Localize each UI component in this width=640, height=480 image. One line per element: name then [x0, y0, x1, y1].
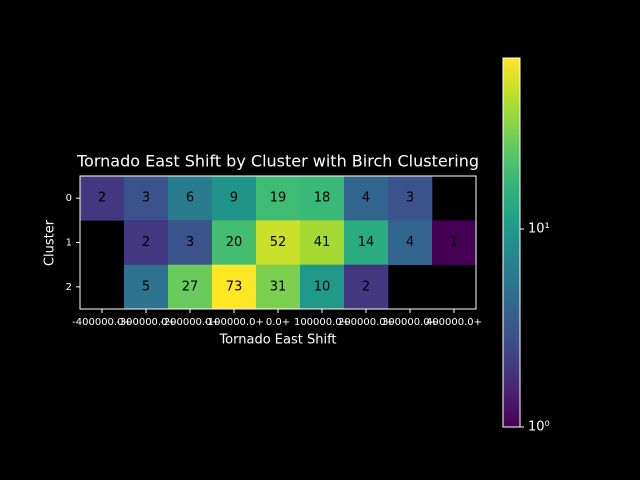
cell-label: 2 [142, 235, 150, 250]
heatmap-cell [168, 176, 213, 221]
cell-label: 31 [270, 279, 287, 294]
x-tick-label: 100000.0+ [294, 317, 350, 328]
heatmap-cell [212, 264, 257, 310]
cell-label: 19 [270, 191, 287, 206]
heatmap-cell [344, 264, 389, 310]
y-axis-label: Cluster [43, 219, 58, 266]
cell-label: 4 [406, 235, 414, 250]
cell-label: 5 [142, 279, 150, 294]
heatmap-cell [168, 264, 213, 310]
cell-label: 6 [186, 191, 194, 206]
heatmap-cell [256, 264, 301, 310]
cell-label: 41 [314, 235, 331, 250]
heatmap-cell [300, 220, 345, 265]
heatmap-cell [256, 176, 301, 221]
cell-label: 1 [450, 235, 458, 250]
heatmap-cell [124, 220, 169, 265]
x-tick-label: -200000.0+ [160, 317, 220, 328]
heatmap-cell [388, 176, 433, 221]
cell-label: 3 [142, 191, 150, 206]
x-tick-label: 400000.0+ [426, 317, 482, 328]
colorbar-tick-label: 10⁰ [528, 420, 550, 435]
heatmap-cell [80, 176, 125, 221]
heatmap-cell [300, 176, 345, 221]
heatmap-cell [212, 176, 257, 221]
cell-label: 3 [186, 235, 194, 250]
cell-label: 52 [270, 235, 287, 250]
cell-label: 3 [406, 191, 414, 206]
x-tick-label: 300000.0+ [382, 317, 438, 328]
y-tick-label: 0 [66, 193, 72, 204]
chart-title: Tornado East Shift by Cluster with Birch… [76, 152, 479, 171]
cell-label: 27 [182, 279, 199, 294]
cell-label: 14 [358, 235, 375, 250]
y-tick-label: 1 [66, 238, 72, 249]
cell-label: 10 [314, 279, 331, 294]
cell-label: 2 [98, 191, 106, 206]
heatmap-cell [432, 220, 477, 265]
cell-label: 4 [362, 191, 370, 206]
cell-label: 9 [230, 191, 238, 206]
x-tick-label: -400000.0+ [72, 317, 132, 328]
x-tick-label: 200000.0+ [338, 317, 394, 328]
cell-label: 18 [314, 191, 331, 206]
x-tick-label: -300000.0+ [116, 317, 176, 328]
heatmap-cell [168, 220, 213, 265]
heatmap-cell [256, 220, 301, 265]
cell-label: 73 [226, 279, 243, 294]
heatmap-cell [344, 220, 389, 265]
heatmap-cell [388, 220, 433, 265]
heatmap-cell [124, 264, 169, 310]
cell-label: 2 [362, 279, 370, 294]
heatmap-cell [344, 176, 389, 221]
x-tick-label: 0.0+ [266, 317, 290, 328]
colorbar-tick-label: 10¹ [528, 221, 550, 236]
x-tick-label: -100000.0+ [204, 317, 264, 328]
y-tick-label: 2 [66, 282, 72, 293]
x-axis-label: Tornado East Shift [218, 333, 336, 348]
colorbar [502, 57, 521, 428]
heatmap-cell [212, 220, 257, 265]
cell-label: 20 [226, 235, 243, 250]
heatmap-cell [300, 264, 345, 310]
heatmap-cell [124, 176, 169, 221]
